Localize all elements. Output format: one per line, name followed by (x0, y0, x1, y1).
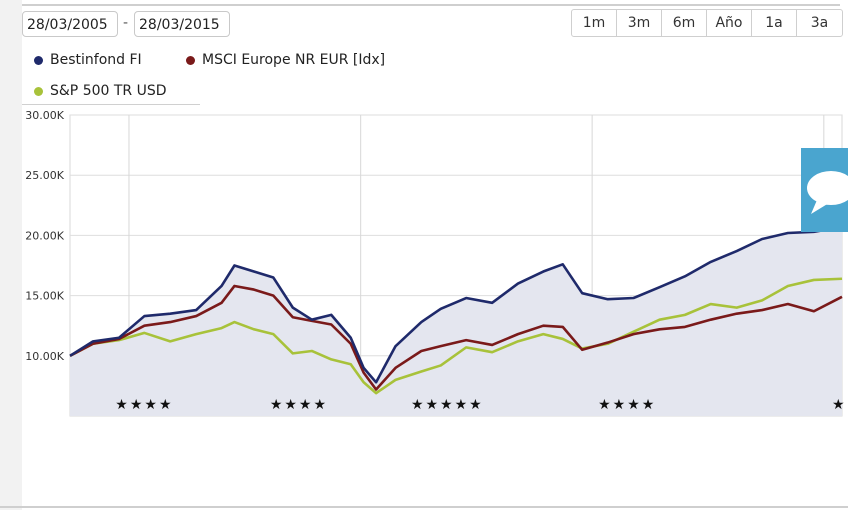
range-button-3y[interactable]: 3a (810, 15, 829, 31)
range-button-1m[interactable]: 1m (572, 10, 617, 36)
y-tick-label: 30.00K (25, 109, 64, 122)
area-fill-bestinfond (70, 226, 842, 416)
legend-dot-icon (186, 55, 195, 65)
y-tick-label: 10.00K (25, 350, 64, 363)
chat-widget-button[interactable] (801, 148, 848, 232)
series-line-2 (69, 277, 843, 395)
legend-label: Bestinfond FI (50, 52, 142, 68)
range-button-ytd[interactable]: Año (707, 10, 752, 36)
bottom-divider (0, 506, 848, 508)
rating-stars: ★★★★ (270, 397, 328, 413)
rating-stars: ★★★★★ (411, 397, 484, 413)
legend-item-msci-europe[interactable]: MSCI Europe NR EUR [Idx] (186, 52, 385, 68)
legend-dot-icon (34, 86, 43, 96)
y-tick-label: 25.00K (25, 169, 64, 182)
legend-label: MSCI Europe NR EUR [Idx] (202, 52, 386, 68)
top-divider (22, 4, 840, 6)
series-line-0 (69, 225, 843, 384)
date-separator: - (123, 15, 129, 31)
range-button-1y[interactable]: 1a (752, 10, 797, 36)
end-date-input[interactable]: 28/03/2015 (134, 11, 230, 37)
legend-divider (22, 104, 200, 105)
range-button-6m[interactable]: 6m (662, 10, 707, 36)
series-line-1 (69, 284, 843, 391)
start-date-input[interactable]: 28/03/2005 (22, 11, 118, 37)
legend-item-bestinfond[interactable]: Bestinfond FI (34, 52, 142, 68)
range-button-3m[interactable]: 3m (617, 10, 662, 36)
y-tick-label: 20.00K (25, 229, 64, 242)
rating-stars: ★★★★ (115, 397, 173, 413)
legend-dot-icon (34, 55, 43, 65)
legend-item-sp500[interactable]: S&P 500 TR USD (34, 83, 167, 99)
chat-bubble-icon (807, 171, 848, 214)
y-tick-label: 15.00K (25, 290, 64, 303)
rating-stars: ★ (832, 397, 847, 413)
legend-label: S&P 500 TR USD (50, 83, 167, 99)
rating-stars: ★★★★ (598, 397, 656, 413)
range-selector: 1m 3m 6m Año 1a 3a (571, 9, 843, 37)
